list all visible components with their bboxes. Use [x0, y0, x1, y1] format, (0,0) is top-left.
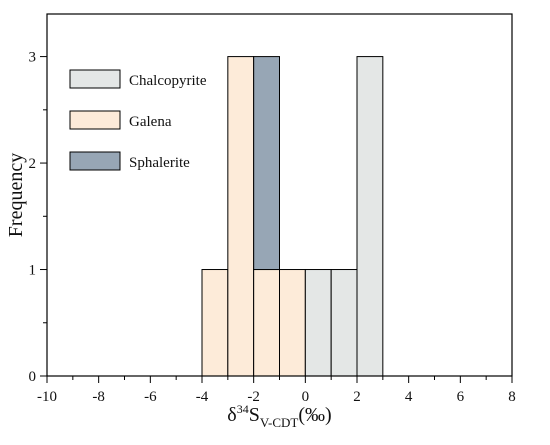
- y-axis-title: Frequency: [5, 153, 27, 237]
- x-tick-label: 4: [405, 389, 413, 405]
- legend-swatch-galena: [69, 110, 121, 130]
- x-tick-label: 2: [353, 389, 361, 405]
- bar-chalcopyrite-bin-6: [356, 56, 384, 377]
- legend-swatch-chalcopyrite: [69, 69, 121, 89]
- bar-chalcopyrite-bin-4: [304, 269, 332, 377]
- y-tick-label: 1: [29, 263, 37, 279]
- x-tick-label: 8: [508, 389, 516, 405]
- legend-swatch-sphalerite: [69, 151, 121, 171]
- y-tick-label: 0: [29, 369, 37, 385]
- bars-layer: [201, 56, 384, 377]
- x-tick-label: 6: [457, 389, 465, 405]
- legend: Chalcopyrite Galena Sphalerite: [69, 69, 207, 171]
- legend-label-sphalerite: Sphalerite: [129, 155, 190, 171]
- x-tick-label: 0: [302, 389, 310, 405]
- bar-galena-bin-1: [227, 56, 255, 377]
- y-tick-label: 2: [29, 156, 37, 172]
- x-tick-label: -10: [37, 389, 57, 405]
- x-tick-label: -8: [92, 389, 105, 405]
- bar-sphalerite-bin-2: [253, 56, 281, 271]
- bar-galena-bin-3: [279, 269, 306, 377]
- x-tick-label: -6: [144, 389, 157, 405]
- x-tick-label: -4: [196, 389, 209, 405]
- legend-label-chalcopyrite: Chalcopyrite: [129, 73, 207, 89]
- y-tick-label: 3: [29, 50, 37, 66]
- x-tick-label: -2: [247, 389, 260, 405]
- bar-chalcopyrite-bin-5: [330, 269, 358, 377]
- legend-label-galena: Galena: [129, 114, 172, 130]
- x-axis-title: δ34SV-CDT(‰): [227, 402, 331, 430]
- bar-galena-bin-0: [201, 269, 229, 377]
- bar-galena-bin-2: [253, 269, 281, 377]
- ticks-layer: -10 -8 -6 -4 -2 0 2 4 6 8 0 1 2 3: [29, 50, 516, 405]
